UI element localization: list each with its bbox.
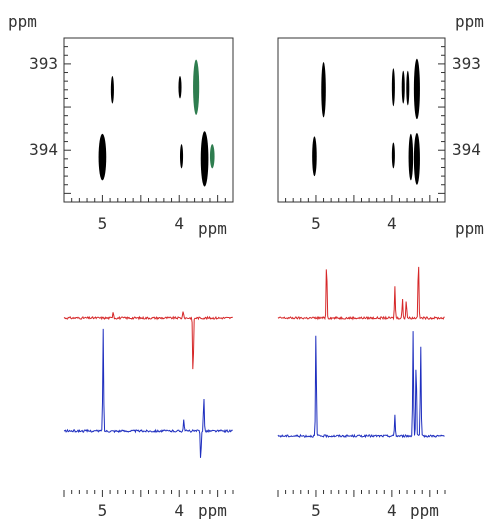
y-tick-label: 394 xyxy=(452,140,481,159)
contour-peak xyxy=(391,142,395,169)
x-tick-label: 5 xyxy=(311,501,321,519)
y-tick-label: 393 xyxy=(452,54,481,73)
x-tick-label: 4 xyxy=(174,214,184,233)
contour-peak xyxy=(200,131,209,187)
contour-peak xyxy=(406,70,410,106)
contour-peak xyxy=(312,136,317,177)
y-tick-label: 393 xyxy=(29,54,58,73)
contour-peak xyxy=(178,75,182,99)
x-tick-label: 5 xyxy=(98,214,108,233)
x-unit-label-bottom-right: ppm xyxy=(410,501,439,519)
x-unit-label-bottom-left: ppm xyxy=(198,501,227,519)
x-tick-label: 4 xyxy=(387,501,397,519)
contour-peak xyxy=(401,70,405,104)
contour-peak xyxy=(209,144,215,169)
x-unit-label-left: ppm xyxy=(198,219,227,238)
contour-peak xyxy=(321,62,326,118)
y-unit-label-right: ppm xyxy=(455,12,484,31)
spectrum-trace-red xyxy=(277,266,445,321)
contour-peak xyxy=(413,58,420,120)
y-tick-label: 394 xyxy=(29,140,58,159)
spectrum-trace-blue xyxy=(63,328,233,458)
x-tick-label: 4 xyxy=(174,501,184,519)
y-unit-label-left: ppm xyxy=(8,12,37,31)
plot-frame xyxy=(63,37,234,203)
contour-peak xyxy=(408,133,414,181)
contour-peak xyxy=(110,75,114,104)
x-unit-label-right: ppm xyxy=(455,219,484,238)
contour-peak xyxy=(179,144,184,169)
x-tick-label: 5 xyxy=(311,214,321,233)
plot-frame xyxy=(277,37,446,203)
contour-peak xyxy=(413,132,420,185)
x-tick-label: 5 xyxy=(98,501,108,519)
spectrum-trace-red xyxy=(63,311,233,370)
contour-peak xyxy=(391,68,395,107)
spectrum-trace-blue xyxy=(277,331,445,439)
x-tick-label: 4 xyxy=(387,214,397,233)
contour-peak xyxy=(193,59,200,115)
contour-peak xyxy=(98,133,107,181)
